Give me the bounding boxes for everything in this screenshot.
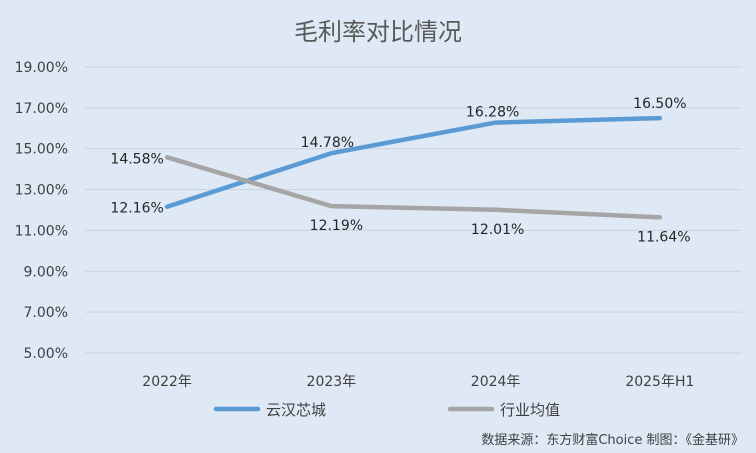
- data-labels: 12.16% 14.78% 16.28% 16.50% 14.58% 12.19% 12.0…: [110, 96, 690, 245]
- data-label: 16.28%: [466, 105, 519, 121]
- x-axis-ticks: 2022年 2023年 2024年 2025年H1: [142, 374, 694, 390]
- data-label: 12.16%: [110, 201, 163, 217]
- y-tick-label: 7.00%: [24, 305, 68, 321]
- data-label: 14.58%: [110, 151, 163, 167]
- series-line-2: [164, 155, 663, 220]
- series-lines: [164, 115, 663, 220]
- data-label: 12.19%: [310, 218, 363, 234]
- series-line-1: [164, 115, 663, 209]
- y-tick-label: 13.00%: [15, 183, 68, 199]
- x-tick-label: 2025年H1: [625, 374, 694, 390]
- data-label: 14.78%: [301, 135, 354, 151]
- data-label: 11.64%: [637, 229, 690, 245]
- y-tick-label: 9.00%: [24, 264, 68, 280]
- legend: 云汉芯城 行业均值: [213, 401, 560, 419]
- y-tick-label: 15.00%: [15, 142, 68, 158]
- y-tick-label: 17.00%: [15, 101, 68, 117]
- legend-label-1: 云汉芯城: [266, 401, 326, 419]
- gridlines: [85, 66, 742, 354]
- x-tick-label: 2024年: [471, 374, 521, 390]
- y-tick-label: 19.00%: [15, 60, 68, 76]
- chart-title: 毛利率对比情况: [294, 18, 462, 46]
- legend-label-2: 行业均值: [500, 401, 560, 419]
- x-tick-label: 2023年: [307, 374, 357, 390]
- source-note: 数据来源：东方财富Choice 制图：《金基研》: [481, 432, 744, 448]
- y-tick-label: 11.00%: [15, 223, 68, 239]
- x-tick-label: 2022年: [142, 374, 192, 390]
- data-label: 16.50%: [633, 96, 686, 112]
- data-label: 12.01%: [471, 222, 524, 238]
- y-axis-ticks: 5.00% 7.00% 9.00% 11.00% 13.00% 15.00% 17.00% 1…: [15, 60, 68, 362]
- y-tick-label: 5.00%: [24, 346, 68, 362]
